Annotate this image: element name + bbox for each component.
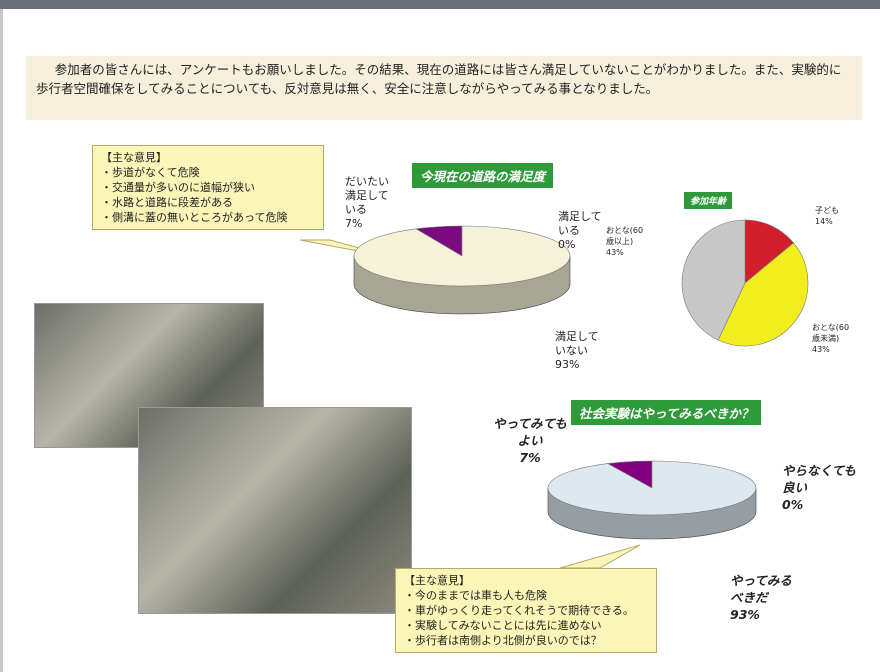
opinion-item: ・交通量が多いのに道幅が狭い [101,180,315,195]
callout-pointer [560,545,640,568]
opinion-item: ・今のままでは車も人も危険 [404,588,648,603]
opinion-item: ・実験してみないことには先に進めない [404,618,648,633]
chart-title: 参加年齢 [684,192,732,209]
pie-slice [548,461,756,515]
chart-title: 社会実験はやってみるべきか？ [571,400,761,425]
value-label: 7% [345,217,397,231]
value-label: 93% [555,358,605,372]
value-label: 93% [730,606,802,623]
opinion-box: 【主な意見】 ・今のままでは車も人も危険 ・車がゆっくり走ってくれそうで期待でき… [395,568,657,653]
page: 参加者の皆さんには、アンケートもお願いしました。その結果、現在の道路には皆さん満… [0,0,880,672]
category: 子ども [815,205,855,216]
opinion-title: 【主な意見】 [101,150,315,165]
value-label: 43% [812,344,857,355]
opinion-item: ・歩道がなくて危険 [101,165,315,180]
slice-label: おとな(60歳未満)43% [812,322,857,355]
photo [138,407,412,614]
opinion-item: ・側溝に蓋の無いところがあって危険 [101,210,315,225]
category: 満足していない [555,330,605,358]
category: やってみてもよい [490,415,570,449]
left-border [0,9,3,672]
category: やってみるべきだ [730,572,802,606]
opinion-item: ・歩行者は南側より北側が良いのでは？ [404,633,648,648]
category: 満足している [558,210,608,238]
category: おとな(60歳未満) [812,322,857,344]
category: だいたい満足している [345,175,397,217]
category: おとな(60歳以上) [606,225,651,247]
chart-title: 今現在の道路の満足度 [412,163,553,188]
intro-text: 参加者の皆さんには、アンケートもお願いしました。その結果、現在の道路には皆さん満… [26,56,862,120]
opinion-title: 【主な意見】 [404,573,648,588]
value-label: 43% [606,247,651,258]
opinion-box: 【主な意見】 ・歩道がなくて危険 ・交通量が多いのに道幅が狭い ・水路と道路に段… [92,145,324,230]
value-label: 0% [782,496,862,513]
top-bar [0,0,880,9]
slice-label: おとな(60歳以上)43% [606,225,651,258]
opinion-item: ・水路と道路に段差がある [101,195,315,210]
opinion-item: ・車がゆっくり走ってくれそうで期待できる。 [404,603,648,618]
value-label: 14% [815,216,855,227]
category: やらなくても良い [782,462,862,496]
value-label: 0% [558,238,608,252]
pie-slice [354,226,570,286]
value-label: 7% [490,449,570,466]
